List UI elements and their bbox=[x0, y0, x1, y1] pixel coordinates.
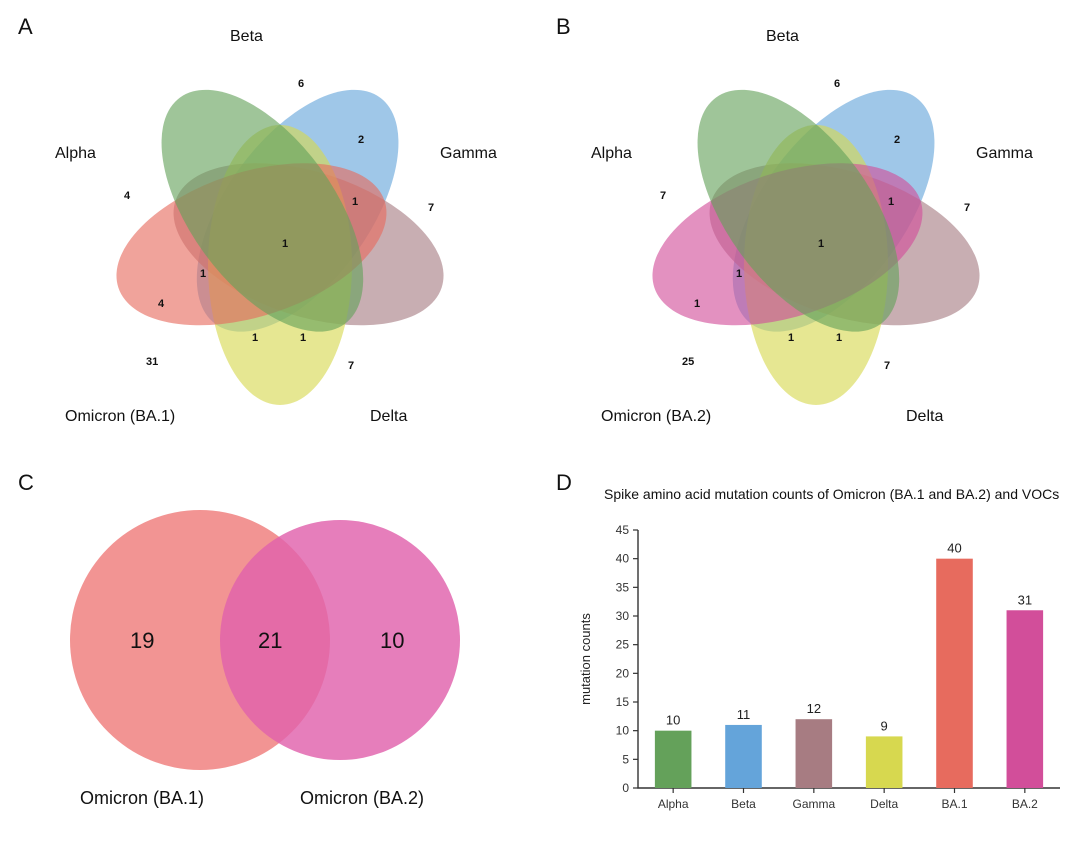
bar-d-value-label: 31 bbox=[1018, 592, 1032, 607]
venn-b-label-delta: Delta bbox=[906, 408, 943, 426]
venn-a-label-delta: Delta bbox=[370, 408, 407, 426]
venn-a-val-beta-only: 6 bbox=[298, 78, 304, 90]
venn-a-val-alpha-only: 4 bbox=[124, 190, 130, 202]
bar-d-value-label: 9 bbox=[881, 718, 888, 733]
venn-a-val-delta-only: 7 bbox=[348, 360, 354, 372]
venn-a-label-beta: Beta bbox=[230, 28, 263, 46]
bar-d-ytick-label: 15 bbox=[616, 695, 630, 709]
venn-c-label-left: Omicron (BA.1) bbox=[80, 788, 204, 809]
venn-b-label-omicron: Omicron (BA.2) bbox=[601, 408, 711, 426]
bar-d-ytick-label: 5 bbox=[622, 752, 629, 766]
bar-d-ytick-label: 35 bbox=[616, 580, 630, 594]
venn-b-label-beta: Beta bbox=[766, 28, 799, 46]
bar-d-ytick-label: 10 bbox=[616, 724, 630, 738]
bar-d-ytick-label: 0 bbox=[622, 781, 629, 795]
panel-label-d: D bbox=[556, 470, 572, 496]
bar-d-xtick-label: BA.1 bbox=[941, 797, 967, 811]
venn-a-val-om-delta: 1 bbox=[300, 332, 306, 344]
venn-a-val-beta-gamma: 2 bbox=[358, 134, 364, 146]
venn-c-val-both: 21 bbox=[258, 628, 282, 654]
bar-d-svg: 0 5 10 15 20 25 30 35 40 45 mutation counts Alpha 10… bbox=[570, 510, 1070, 830]
bar-d-bar bbox=[1007, 610, 1044, 788]
bar-d-bar bbox=[936, 559, 973, 788]
venn-c-val-right: 10 bbox=[380, 628, 404, 654]
bar-d-xtick-label: Beta bbox=[731, 797, 756, 811]
bar-d-ytick-label: 40 bbox=[616, 552, 630, 566]
venn-a-val-gamma-only: 7 bbox=[428, 202, 434, 214]
bar-d-title: Spike amino acid mutation counts of Omic… bbox=[604, 486, 1059, 502]
venn-c-label-right: Omicron (BA.2) bbox=[300, 788, 424, 809]
bar-d-xtick-label: Delta bbox=[870, 797, 898, 811]
venn-a-val-ado: 1 bbox=[252, 332, 258, 344]
venn-a-val-abo: 1 bbox=[200, 268, 206, 280]
venn-c-val-left: 19 bbox=[130, 628, 154, 654]
venn-a-label-alpha: Alpha bbox=[55, 145, 96, 163]
bar-d-axes bbox=[638, 530, 1060, 788]
bar-d-ytick-label: 30 bbox=[616, 609, 630, 623]
venn-a-val-gdo: 1 bbox=[352, 196, 358, 208]
venn-b-val-om-delta: 1 bbox=[836, 332, 842, 344]
venn-a-val-omicron-only: 31 bbox=[146, 356, 158, 368]
venn-b-val-center: 1 bbox=[818, 238, 824, 250]
bar-d-ytick-label: 25 bbox=[616, 638, 630, 652]
venn-b-val-gdo: 1 bbox=[888, 196, 894, 208]
bar-d-bar bbox=[866, 736, 903, 788]
bar-d-xtick-label: BA.2 bbox=[1012, 797, 1038, 811]
venn-b bbox=[556, 10, 1076, 440]
bar-d-xtick-label: Alpha bbox=[658, 797, 689, 811]
venn-a-label-omicron: Omicron (BA.1) bbox=[65, 408, 175, 426]
venn-b-label-alpha: Alpha bbox=[591, 145, 632, 163]
venn-b-val-beta-only: 6 bbox=[834, 78, 840, 90]
venn-b-val-beta-gamma: 2 bbox=[894, 134, 900, 146]
venn-a-label-gamma: Gamma bbox=[440, 145, 497, 163]
venn-b-val-ado: 1 bbox=[788, 332, 794, 344]
bar-d-chart: 0 5 10 15 20 25 30 35 40 45 mutation counts Alpha 10… bbox=[570, 510, 1070, 830]
bar-d-value-label: 40 bbox=[947, 541, 961, 556]
venn-b-val-alpha-om: 1 bbox=[694, 298, 700, 310]
venn-a bbox=[20, 10, 540, 440]
bar-d-value-label: 12 bbox=[807, 701, 821, 716]
venn-a-val-center: 1 bbox=[282, 238, 288, 250]
bar-d-xtick-label: Gamma bbox=[792, 797, 835, 811]
venn-b-val-alpha-only: 7 bbox=[660, 190, 666, 202]
venn-b-val-delta-only: 7 bbox=[884, 360, 890, 372]
venn-a-val-alpha-om: 4 bbox=[158, 298, 164, 310]
bar-d-ytick-label: 20 bbox=[616, 666, 630, 680]
venn-b-val-gamma-only: 7 bbox=[964, 202, 970, 214]
venn-b-label-gamma: Gamma bbox=[976, 145, 1033, 163]
bar-d-ytick-label: 45 bbox=[616, 523, 630, 537]
bar-d-value-label: 10 bbox=[666, 713, 680, 728]
bar-d-bar bbox=[796, 719, 833, 788]
bar-d-ylabel: mutation counts bbox=[578, 613, 593, 705]
venn-b-val-abo: 1 bbox=[736, 268, 742, 280]
bar-d-value-label: 11 bbox=[737, 707, 751, 722]
venn-b-val-omicron-only: 25 bbox=[682, 356, 694, 368]
figure-root: A B C D Beta Gamma Delta Omicron (BA.1) … bbox=[0, 0, 1080, 848]
bar-d-bar bbox=[655, 731, 692, 788]
venn-c-right bbox=[220, 520, 460, 760]
bar-d-bar bbox=[725, 725, 762, 788]
